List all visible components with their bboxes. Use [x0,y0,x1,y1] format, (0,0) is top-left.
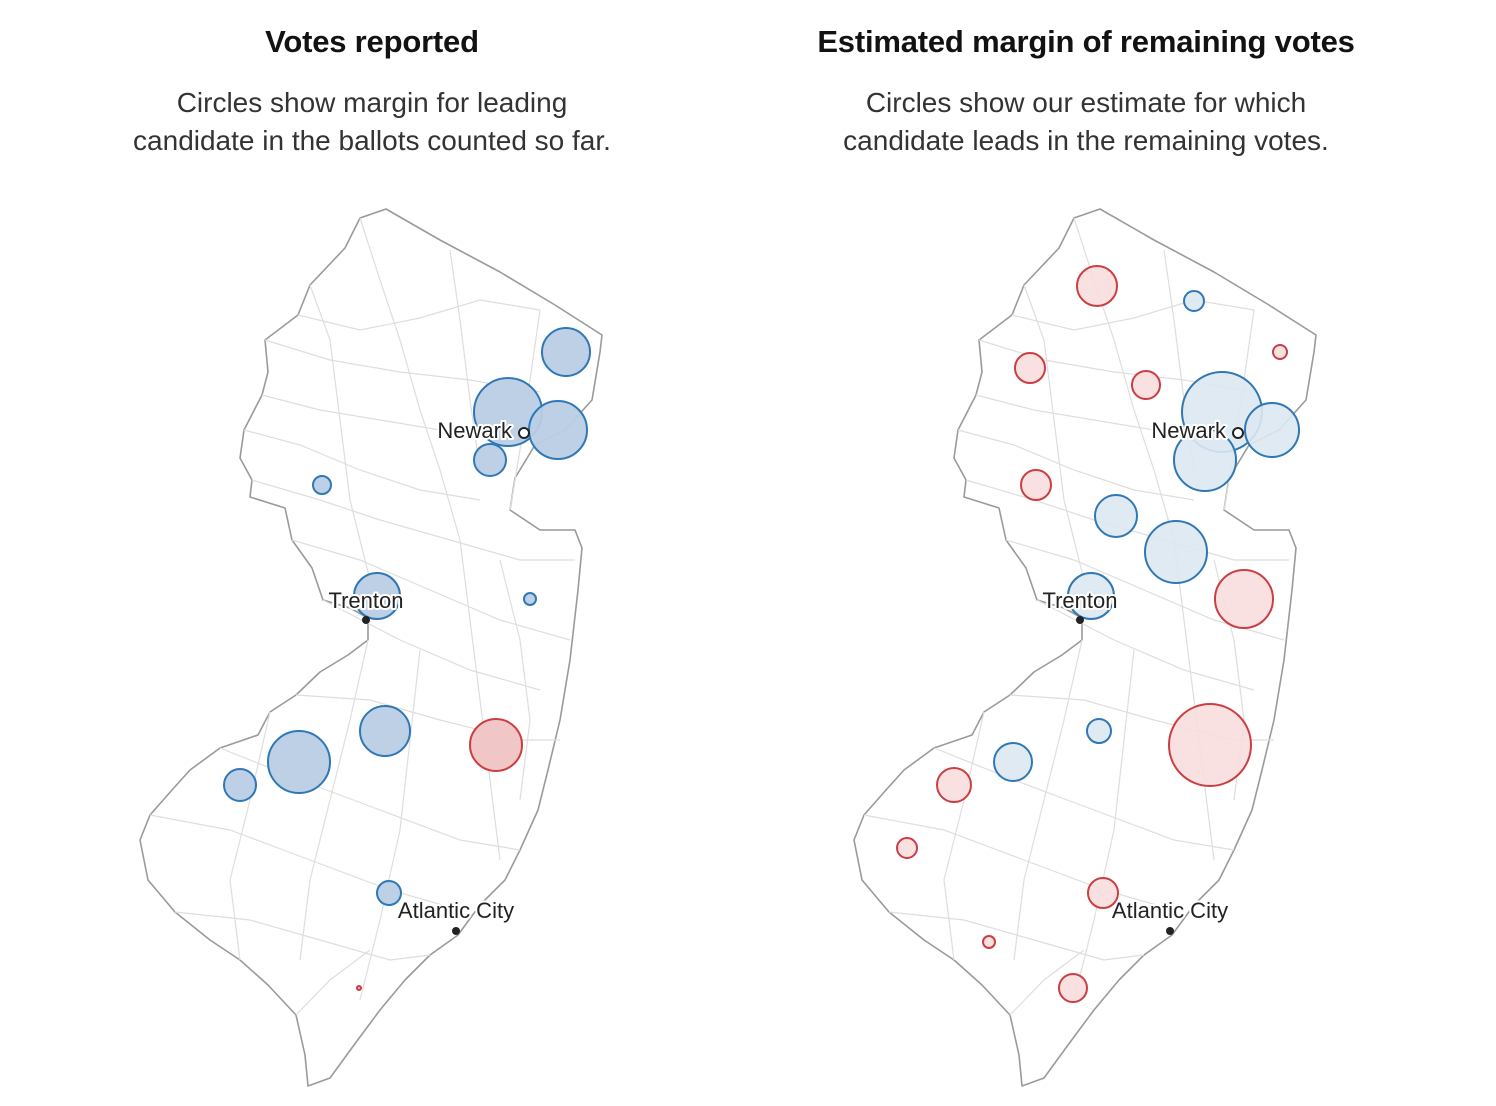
road-line [1036,599,1255,691]
margin-circles [223,327,591,991]
dem-margin-circle [1086,718,1112,744]
dem-margin-circle [1144,520,1208,584]
road-line [297,299,541,331]
city-label-trenton: Trenton [328,588,403,613]
road-line [1009,949,1085,1016]
road-line [322,599,541,691]
road-line [957,429,1195,501]
dem-margin-circle [1173,428,1237,492]
road-line [291,539,571,641]
votes-reported-panel: Votes reported Circles show margin for l… [0,24,744,1087]
panel-title: Estimated margin of remaining votes [817,24,1355,59]
road-line [863,814,1175,911]
subtitle-line-2: candidate leads in the remaining votes. [843,125,1329,156]
dem-margin-circle [473,443,507,477]
city-marker-trenton [362,616,370,624]
dem-margin-circle [1244,402,1300,458]
dem-margin-circle [223,768,257,802]
dem-margin-circle [376,880,402,906]
road-line [1013,639,1083,961]
rep-margin-circle [1058,973,1088,1003]
rep-margin-circle [1020,469,1052,501]
subtitle-line-1: Circles show our estimate for which [865,87,1307,118]
dem-margin-circle [312,475,332,495]
road-line [499,559,531,801]
road-line [1023,284,1085,581]
city-label-newark: Newark [1151,418,1227,443]
road-line [1011,299,1255,331]
road-line [261,394,501,441]
road-line [299,639,369,961]
dem-margin-circle [359,705,411,757]
road-line [975,394,1215,441]
new-jersey-map-votes-reported: Newark Trenton Atlantic City [139,208,603,1087]
city-label-atlantic-city: Atlantic City [1112,898,1228,923]
dem-margin-circle [353,572,401,620]
subtitle-line-2: candidate in the ballots counted so far. [133,125,611,156]
dem-margin-circle [541,327,591,377]
road-line [933,747,1235,851]
dem-margin-circle [993,742,1033,782]
dem-margin-circle [523,592,537,606]
road-line [229,711,271,961]
panel-subtitle: Circles show our estimate for which cand… [714,84,1458,160]
city-marker-newark [1232,427,1244,439]
rep-margin-circle [356,985,362,991]
road-line [309,284,371,581]
road-line [251,479,575,561]
panel-subtitle: Circles show margin for leading candidat… [0,84,744,160]
dem-margin-circle [267,730,331,794]
rep-margin-circle [1214,569,1274,629]
rep-margin-circle [982,935,996,949]
remaining-votes-panel: Estimated margin of remaining votes Circ… [714,0,1462,1106]
city-marker-atlantic-city [452,927,460,935]
rep-margin-circle [1087,877,1119,909]
panel-title: Votes reported [265,24,479,59]
dem-margin-circle [528,400,588,460]
city-marker-trenton [1076,616,1084,624]
subtitle-line-1: Circles show margin for leading [176,87,568,118]
rep-margin-circle [1076,265,1118,307]
rep-margin-circle [1272,344,1288,360]
rep-margin-circle [936,767,972,803]
road-line [359,649,421,1001]
dem-margin-circle [1067,572,1115,620]
new-jersey-map-remaining-votes: Newark Trenton Atlantic City [853,208,1317,1087]
city-label-trenton: Trenton [1042,588,1117,613]
rep-margin-circle [1131,370,1161,400]
rep-margin-circle [469,718,523,772]
road-line [295,949,371,1016]
city-marker-atlantic-city [1166,927,1174,935]
city-label-atlantic-city: Atlantic City [398,898,514,923]
dem-margin-circle [1094,494,1138,538]
dem-margin-circle [1183,290,1205,312]
road-line [174,911,431,961]
road-line [1073,649,1135,1001]
rep-margin-circle [1014,352,1046,384]
road-line [149,814,461,911]
rep-margin-circle [896,837,918,859]
road-line [888,911,1145,961]
road-line [243,429,481,501]
city-marker-newark [518,427,530,439]
road-line [449,249,481,471]
margin-circles [896,265,1300,1003]
road-line [295,694,560,741]
city-label-newark: Newark [437,418,513,443]
rep-margin-circle [1168,703,1252,787]
road-line [943,711,985,961]
